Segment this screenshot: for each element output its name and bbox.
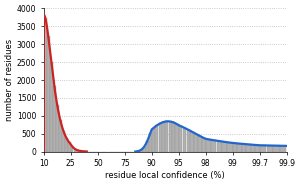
Bar <box>242 144 246 152</box>
Bar <box>50 62 53 152</box>
Y-axis label: number of residues: number of residues <box>5 39 14 121</box>
Bar <box>158 123 162 152</box>
Bar <box>74 149 76 152</box>
Bar <box>82 151 84 152</box>
Bar <box>280 146 286 152</box>
Bar <box>217 141 222 152</box>
Bar <box>211 140 216 152</box>
Bar <box>146 141 148 152</box>
Bar <box>162 122 165 152</box>
Bar <box>202 138 206 152</box>
Bar <box>59 120 62 152</box>
Bar <box>222 142 227 152</box>
Bar <box>76 150 79 152</box>
Bar <box>68 142 71 152</box>
Bar <box>260 145 266 152</box>
Bar <box>198 136 202 152</box>
Bar <box>143 147 145 152</box>
Bar <box>137 151 140 152</box>
Bar <box>227 143 232 152</box>
Bar <box>251 145 255 152</box>
Bar <box>255 145 260 152</box>
Bar <box>79 151 82 152</box>
X-axis label: residue local confidence (%): residue local confidence (%) <box>105 171 225 180</box>
Bar <box>56 105 59 152</box>
Bar <box>149 133 152 152</box>
Bar <box>183 128 186 152</box>
Bar <box>152 128 155 152</box>
Bar <box>206 139 211 152</box>
Bar <box>65 138 68 152</box>
Bar <box>71 146 74 152</box>
Bar <box>273 146 280 152</box>
Bar <box>267 146 273 152</box>
Bar <box>165 121 169 152</box>
Bar <box>176 124 178 152</box>
Bar <box>47 36 50 152</box>
Bar <box>169 122 172 152</box>
Bar <box>140 150 142 152</box>
Bar <box>187 130 190 152</box>
Bar <box>233 143 237 152</box>
Bar <box>179 126 182 152</box>
Bar <box>172 122 175 152</box>
Bar <box>246 144 250 152</box>
Bar <box>190 132 194 152</box>
Bar <box>44 18 47 152</box>
Bar <box>53 86 56 152</box>
Bar <box>62 131 65 152</box>
Bar <box>155 125 158 152</box>
Bar <box>194 134 198 152</box>
Bar <box>237 144 242 152</box>
